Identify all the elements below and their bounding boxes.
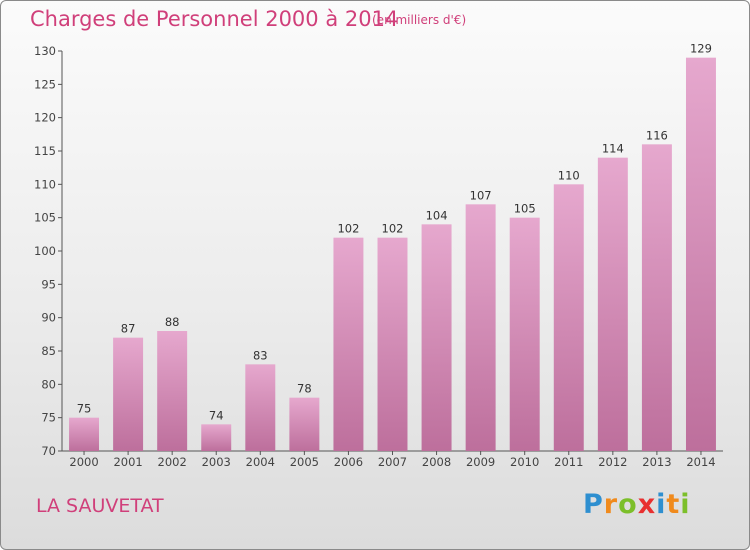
x-tick-label: 2007 — [378, 455, 407, 469]
y-tick-label: 130 — [34, 44, 56, 58]
bar-value-label: 129 — [690, 42, 712, 56]
chart-unit-label: (en milliers d'€) — [372, 13, 467, 27]
bar-value-label: 102 — [337, 222, 359, 236]
y-tick-label: 80 — [41, 377, 56, 391]
bar-value-label: 116 — [646, 128, 668, 142]
bar — [597, 157, 628, 451]
x-tick-label: 2012 — [598, 455, 627, 469]
bar-value-label: 75 — [77, 402, 92, 416]
bar-value-label: 87 — [121, 322, 136, 336]
logo-letter: P — [583, 489, 604, 520]
proxiti-logo[interactable]: Proxiti — [583, 489, 691, 520]
x-tick-label: 2005 — [290, 455, 319, 469]
x-tick-label: 2011 — [554, 455, 583, 469]
y-tick-label: 125 — [34, 77, 56, 91]
y-tick-label: 120 — [34, 111, 56, 125]
bar-value-label: 114 — [602, 142, 624, 156]
bar — [157, 331, 188, 451]
bar — [333, 237, 364, 451]
logo-letter: o — [618, 489, 638, 520]
logo-letter: r — [603, 489, 619, 520]
y-tick-label: 90 — [41, 311, 56, 325]
x-tick-label: 2002 — [158, 455, 187, 469]
bar-value-label: 110 — [558, 168, 580, 182]
bar-value-label: 102 — [382, 222, 404, 236]
bar-value-label: 78 — [297, 382, 312, 396]
bar — [113, 337, 144, 451]
x-tick-label: 2014 — [686, 455, 715, 469]
bar — [289, 397, 320, 451]
y-tick-label: 105 — [34, 211, 56, 225]
bar — [245, 364, 276, 451]
chart-bars — [69, 57, 716, 452]
x-tick-label: 2013 — [642, 455, 671, 469]
bar — [377, 237, 408, 451]
y-tick-label: 85 — [41, 344, 56, 358]
bar-value-label: 107 — [470, 188, 492, 202]
chart-title: Charges de Personnel 2000 à 2014 — [30, 7, 399, 31]
x-tick-label: 2008 — [422, 455, 451, 469]
x-tick-label: 2000 — [69, 455, 98, 469]
bar — [641, 144, 672, 452]
logo-letter: x — [637, 489, 657, 520]
y-tick-label: 75 — [41, 411, 56, 425]
y-tick-label: 70 — [41, 444, 56, 458]
bar — [553, 184, 584, 452]
y-tick-label: 115 — [34, 144, 56, 158]
bar — [509, 217, 540, 451]
bar — [465, 204, 496, 451]
commune-name: LA SAUVETAT — [36, 495, 164, 517]
bar-value-label: 88 — [165, 315, 180, 329]
logo-letter: t — [666, 489, 681, 520]
x-tick-label: 2003 — [202, 455, 231, 469]
x-tick-label: 2009 — [466, 455, 495, 469]
logo-letter: i — [656, 489, 667, 520]
x-tick-label: 2001 — [113, 455, 142, 469]
bar-value-label: 105 — [514, 202, 536, 216]
y-tick-label: 110 — [34, 177, 56, 191]
bar-value-label: 74 — [209, 408, 224, 422]
logo-letter: i — [680, 489, 691, 520]
x-tick-label: 2004 — [246, 455, 275, 469]
bar — [685, 57, 716, 452]
y-tick-label: 95 — [41, 277, 56, 291]
bar — [421, 224, 452, 451]
bar-value-label: 83 — [253, 348, 268, 362]
bar — [69, 417, 100, 451]
x-tick-label: 2006 — [334, 455, 363, 469]
chart-axes: 70 75 80 85 90 95 100 105 110 115 120 125 130 — [34, 44, 723, 458]
bar — [201, 424, 232, 451]
bar-value-label: 104 — [426, 208, 448, 222]
chart-labels: 2000 75 2001 87 2002 88 2003 74 2004 83 2005 78 2006… — [69, 42, 715, 469]
x-tick-label: 2010 — [510, 455, 539, 469]
y-tick-label: 100 — [34, 244, 56, 258]
